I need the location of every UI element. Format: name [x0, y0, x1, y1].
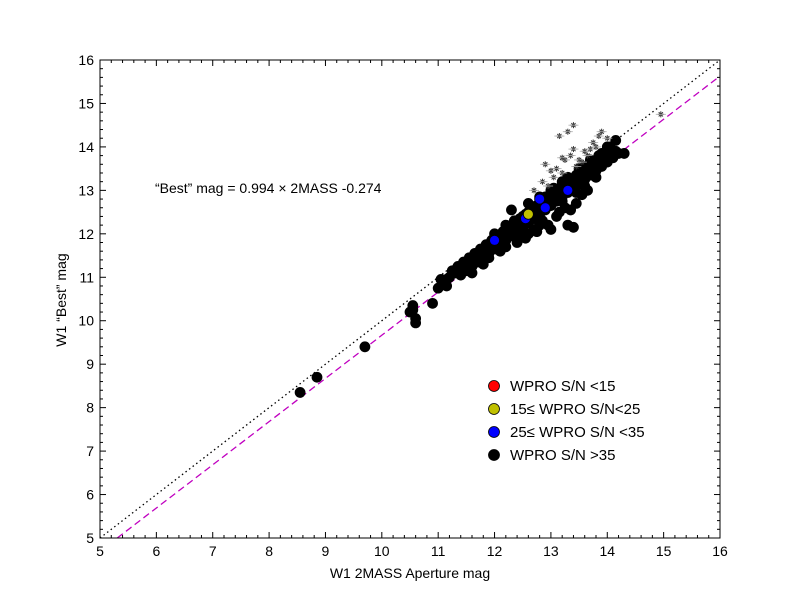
star-point [588, 139, 599, 146]
x-tick-label: 8 [265, 543, 273, 559]
y-tick-label: 7 [86, 443, 94, 459]
star-point [557, 169, 568, 176]
data-point [568, 221, 579, 233]
x-tick-label: 6 [152, 543, 160, 559]
y-tick-label: 8 [86, 400, 94, 416]
y-tick-label: 10 [78, 313, 94, 329]
data-point [489, 234, 500, 246]
fit-line [116, 75, 721, 539]
data-point [427, 297, 438, 309]
star-point [602, 135, 613, 142]
star-point [554, 133, 565, 140]
data-point [477, 258, 489, 270]
star-point [540, 161, 551, 168]
x-tick-label: 11 [431, 543, 446, 559]
data-point [460, 258, 472, 270]
data-point [601, 141, 613, 153]
star-point [565, 152, 576, 159]
y-tick-label: 13 [78, 182, 94, 198]
data-point [522, 208, 534, 220]
star-point [568, 122, 579, 129]
legend-label: WPRO S/N <15 [510, 378, 615, 395]
data-point [506, 219, 517, 231]
legend-marker [488, 449, 500, 461]
y-tick-label: 14 [78, 139, 94, 155]
star-point [585, 146, 596, 153]
star-point [582, 152, 593, 159]
fit-annotation: “Best” mag = 0.994 × 2MASS -0.274 [155, 180, 382, 196]
data-point [494, 245, 506, 257]
data-point [472, 247, 484, 259]
data-point [441, 274, 453, 285]
y-tick-label: 11 [79, 269, 94, 285]
y-tick-label: 5 [86, 530, 94, 546]
data-point [618, 148, 630, 159]
y-tick-label: 9 [86, 356, 94, 372]
plot-frame [99, 59, 721, 539]
data-point [562, 184, 574, 196]
star-point [551, 165, 562, 172]
x-axis-label: W1 2MASS Aperture mag [330, 565, 490, 581]
x-tick-label: 14 [599, 543, 615, 559]
y-tick-label: 16 [78, 52, 94, 68]
x-tick-label: 7 [209, 543, 217, 559]
data-point [359, 341, 371, 353]
star-point [568, 146, 579, 153]
data-point [534, 193, 546, 205]
star-point [557, 154, 568, 161]
star-point [579, 148, 590, 155]
star-point [571, 163, 582, 170]
data-point [565, 204, 577, 216]
data-point [506, 204, 517, 216]
y-tick-label: 6 [86, 487, 94, 503]
data-point [579, 180, 591, 192]
data-point [466, 267, 478, 279]
x-tick-label: 12 [487, 543, 503, 559]
star-point [562, 128, 573, 135]
y-tick-label: 12 [78, 226, 94, 242]
star-point [548, 174, 559, 181]
x-tick-label: 15 [656, 543, 672, 559]
data-point [573, 167, 585, 179]
legend-label: WPRO S/N >35 [510, 447, 615, 464]
data-point [294, 387, 306, 398]
star-point [596, 128, 607, 135]
star-point [545, 167, 556, 174]
star-point [576, 159, 587, 166]
legend-label: 25≤ WPRO S/N <35 [510, 424, 645, 441]
data-point [511, 237, 523, 248]
legend: WPRO S/N <15 15≤ WPRO S/N<25 25≤ WPRO S/N … [488, 378, 645, 464]
x-tick-label: 10 [374, 543, 390, 559]
legend-marker [488, 403, 500, 415]
data-point [553, 206, 565, 218]
star-point [537, 178, 548, 185]
data-point [539, 202, 551, 214]
y-tick-label: 15 [78, 95, 94, 111]
data-point [556, 195, 568, 207]
identity-line [99, 59, 721, 539]
legend-marker [488, 380, 500, 392]
star-point [593, 133, 604, 140]
x-tick-label: 9 [322, 543, 330, 559]
data-point [407, 304, 419, 316]
data-point [520, 232, 531, 244]
data-point [587, 156, 599, 168]
data-point [590, 171, 602, 183]
x-tick-label: 5 [96, 543, 104, 559]
legend-label: 15≤ WPRO S/N<25 [510, 401, 640, 418]
star-point [543, 183, 554, 190]
data-point [410, 317, 422, 329]
star-point [529, 187, 539, 194]
legend-marker [488, 426, 500, 438]
star-point [655, 111, 666, 118]
data-point [311, 371, 323, 383]
x-tick-label: 16 [712, 543, 728, 559]
star-point [591, 143, 601, 150]
x-tick-label: 13 [543, 543, 559, 559]
y-axis-label: W1 “Best” mag [53, 253, 69, 346]
data-point [534, 219, 546, 231]
